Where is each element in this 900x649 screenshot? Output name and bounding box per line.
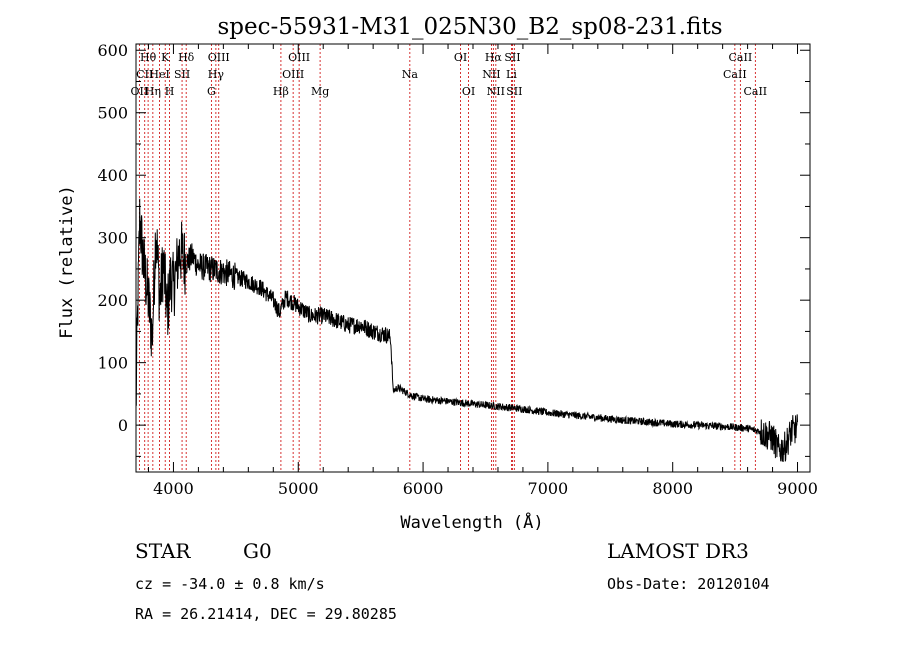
y-tick-label: 500 bbox=[97, 104, 128, 123]
y-tick-label: 400 bbox=[97, 166, 128, 185]
y-tick-label: 100 bbox=[97, 354, 128, 373]
chart-title: spec-55931-M31_025N30_B2_sp08-231.fits bbox=[217, 14, 722, 40]
spectral-line-label: CaII bbox=[723, 68, 747, 81]
object-class: STAR bbox=[135, 539, 191, 563]
survey-name: LAMOST DR3 bbox=[607, 539, 749, 563]
observation-date: Obs-Date: 20120104 bbox=[607, 575, 770, 593]
spectral-line-label: CaII bbox=[743, 85, 767, 98]
spectral-line-label: Hη bbox=[145, 85, 161, 98]
spectral-line-label: CaII bbox=[729, 51, 753, 64]
spectral-line-label: Hα bbox=[485, 51, 503, 64]
spectral-line-label: H bbox=[165, 85, 175, 98]
x-tick-label: 4000 bbox=[153, 479, 194, 498]
spectral-line-label: K bbox=[161, 51, 170, 64]
spectral-line-label: Hβ bbox=[273, 85, 289, 98]
x-tick-label: 7000 bbox=[528, 479, 569, 498]
spectral-line-label: Mg bbox=[311, 85, 329, 98]
x-tick-label: 5000 bbox=[278, 479, 319, 498]
y-axis-ticks: 0 100 200 300 400 500 600 bbox=[97, 41, 810, 457]
y-axis-label: Flux (relative) bbox=[57, 185, 77, 339]
coordinates: RA = 26.21414, DEC = 29.80285 bbox=[135, 605, 397, 623]
x-tick-label: 6000 bbox=[403, 479, 444, 498]
spectral-line-label: OIII bbox=[288, 51, 310, 64]
spectral-line-label: SII bbox=[506, 85, 522, 98]
y-tick-label: 0 bbox=[118, 416, 128, 435]
spectral-line-label: OI bbox=[454, 51, 467, 64]
x-tick-label: 9000 bbox=[777, 479, 818, 498]
spectral-line-label: Hγ bbox=[208, 68, 225, 81]
spectral-line-label: SII bbox=[504, 51, 520, 64]
spectral-line-label: CII bbox=[136, 68, 153, 81]
plot-frame bbox=[135, 43, 811, 473]
spectral-line-label: OI bbox=[462, 85, 475, 98]
spectral-line-label: OIII bbox=[282, 68, 304, 81]
spectral-line-label: G bbox=[207, 85, 216, 98]
spectral-line-label: Hδ bbox=[178, 51, 195, 64]
spectral-line-label: OII bbox=[131, 85, 149, 98]
x-axis-label: Wavelength (Å) bbox=[400, 511, 543, 533]
spectral-line-label: SII bbox=[174, 68, 190, 81]
x-tick-label: 8000 bbox=[652, 479, 693, 498]
spectral-line-label: NII bbox=[482, 68, 500, 81]
y-tick-label: 200 bbox=[97, 291, 128, 310]
y-tick-label: 600 bbox=[97, 41, 128, 60]
x-axis-ticks: 4000 5000 6000 7000 8000 9000 bbox=[147, 44, 818, 498]
spectral-line-label: Hθ bbox=[140, 51, 157, 64]
spectral-line-label: Li bbox=[506, 68, 517, 81]
y-tick-label: 300 bbox=[97, 229, 128, 248]
spectrum-line bbox=[135, 198, 798, 462]
spectral-line-label: OIII bbox=[208, 51, 230, 64]
spectral-line-label: NII bbox=[487, 85, 505, 98]
redshift-velocity: cz = -34.0 ± 0.8 km/s bbox=[135, 575, 325, 593]
spectral-line-markers bbox=[138, 44, 756, 472]
spectral-line-label: HeI bbox=[149, 68, 169, 81]
spectral-line-label: Na bbox=[402, 68, 419, 81]
object-subclass: G0 bbox=[243, 539, 272, 563]
